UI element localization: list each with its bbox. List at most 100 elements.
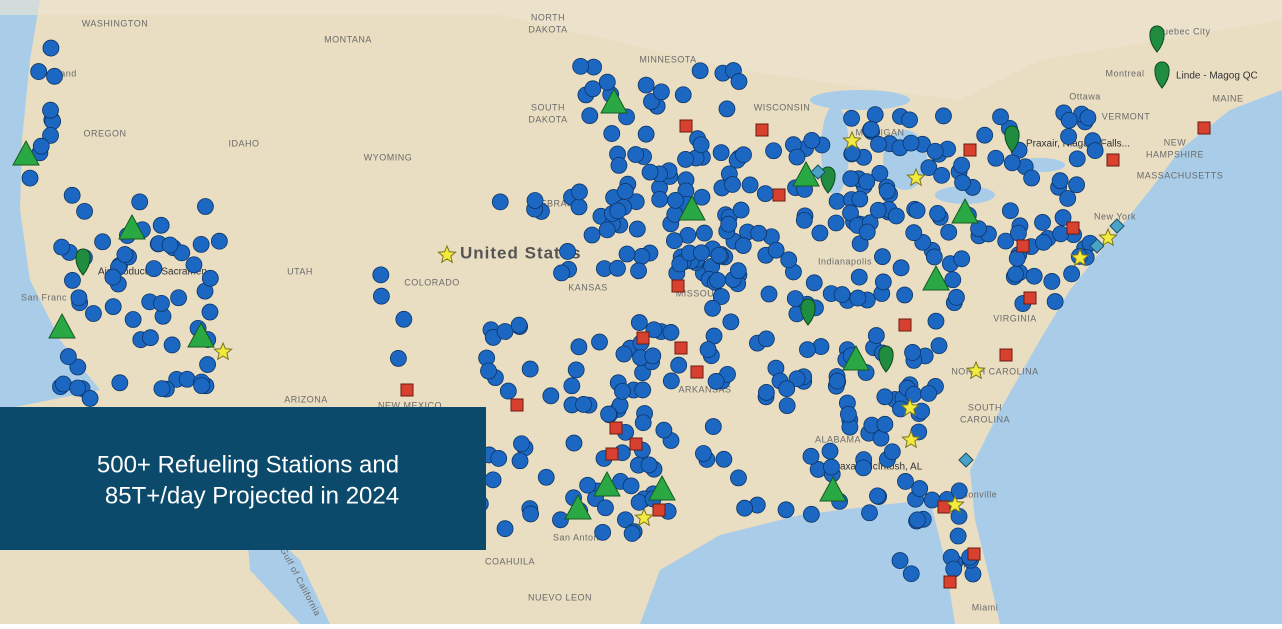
station-dot (878, 182, 896, 200)
station-dot (1008, 250, 1026, 267)
station-dot (780, 251, 798, 269)
star-marker (906, 167, 926, 187)
red-square-marker (755, 123, 769, 137)
star-marker (437, 244, 457, 264)
station-dot (902, 134, 920, 152)
station-dot (1003, 154, 1021, 172)
station-dot (30, 63, 48, 80)
marker-label: Linde - Magog QC (1176, 71, 1258, 82)
map-label: NEW (1164, 137, 1187, 147)
map-label: VIRGINIA (993, 313, 1037, 323)
station-dot (871, 165, 889, 182)
station-dot (1079, 109, 1097, 127)
station-dot (583, 226, 601, 244)
station-dot (823, 458, 840, 476)
red-square-marker (999, 348, 1013, 362)
station-dot (1068, 150, 1086, 168)
station-dot (94, 233, 112, 251)
station-dot (662, 324, 680, 341)
map-label: UTAH (287, 266, 313, 276)
station-dot (704, 418, 722, 435)
callout-line: 500+ Refueling Stations and (97, 451, 399, 478)
triangle-marker (819, 475, 847, 502)
station-dot (1023, 169, 1041, 187)
station-dot (1063, 265, 1081, 283)
country-label: United States (460, 243, 582, 262)
station-dot (874, 248, 891, 266)
station-dot (908, 202, 926, 219)
station-dot (1059, 190, 1077, 207)
map-label: Miami (972, 602, 999, 612)
station-dot (178, 370, 196, 388)
station-dot (758, 384, 775, 401)
station-dot (704, 299, 721, 317)
station-dot (1060, 111, 1078, 129)
station-dot (630, 262, 647, 280)
station-dot (633, 248, 651, 265)
station-dot (201, 303, 219, 321)
station-dot (736, 499, 754, 517)
station-dot (480, 362, 497, 380)
map-label: HAMPSHIRE (1146, 149, 1204, 159)
map-label: WASHINGTON (82, 18, 149, 28)
triangle-marker (678, 194, 706, 221)
station-dot (63, 186, 81, 204)
station-dot (883, 443, 901, 461)
station-dot (42, 126, 59, 144)
station-dot (1025, 267, 1043, 285)
star-marker (634, 507, 654, 527)
station-dot (622, 477, 640, 495)
station-dot (553, 264, 570, 282)
station-dot (1001, 202, 1019, 220)
station-dot (630, 314, 648, 331)
station-dot (777, 501, 795, 519)
red-square-marker (937, 500, 951, 514)
map-label: NORTH (531, 12, 565, 22)
map-label: Quebec City (1155, 26, 1210, 36)
red-square-marker (690, 365, 704, 379)
map-label: Indianapolis (818, 256, 872, 266)
triangle-marker (118, 213, 146, 240)
station-dot (372, 266, 390, 284)
map-label: COAHUILA (485, 556, 535, 566)
station-dot (930, 337, 948, 355)
station-dot (59, 348, 77, 365)
station-dot (634, 381, 652, 399)
pin-marker (878, 345, 894, 373)
station-dot (741, 176, 759, 194)
station-dot (1035, 233, 1052, 251)
station-dot (142, 329, 159, 347)
station-dot (199, 356, 216, 373)
station-dot (786, 290, 804, 308)
station-dot (652, 83, 670, 101)
callout: 500+ Refueling Stations and 85T+/day Pro… (0, 407, 486, 550)
station-dot (671, 255, 689, 273)
triangle-marker (842, 344, 870, 371)
station-dot (964, 565, 982, 583)
callout-line: 85T+/day Projected in 2024 (105, 482, 399, 509)
diamond-marker (810, 164, 826, 180)
station-dot (732, 201, 750, 219)
station-dot (559, 243, 576, 260)
red-square-marker (1016, 239, 1030, 253)
station-dot (778, 380, 796, 398)
station-dot (644, 347, 662, 365)
station-dot (579, 476, 597, 494)
station-dot (858, 223, 876, 241)
station-dot (920, 159, 938, 176)
station-dot (552, 511, 569, 529)
station-dot (152, 216, 170, 234)
red-square-marker (629, 437, 643, 451)
station-dot (111, 374, 129, 392)
station-dot (850, 268, 868, 286)
station-dot (905, 224, 923, 242)
red-square-marker (605, 447, 619, 461)
station-dot (1068, 176, 1085, 194)
map-label: San Franc (21, 292, 67, 302)
station-dot (389, 350, 407, 367)
pin-marker (1149, 25, 1165, 53)
station-dot (623, 525, 641, 542)
station-dot (851, 190, 869, 208)
station-dot (858, 173, 876, 191)
station-dot (953, 250, 971, 268)
